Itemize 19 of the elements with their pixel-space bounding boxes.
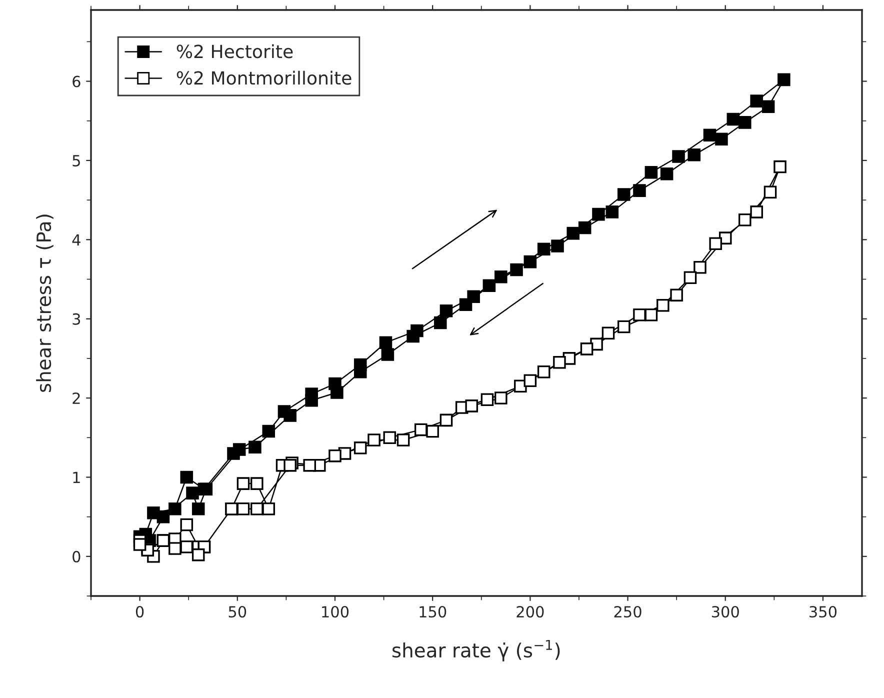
y-tick-label: 3 [72,313,80,325]
x-tick-label: 0 [136,606,144,618]
x-tick-label: 50 [228,606,246,618]
y-axis-title: shear stress τ (Pa) [36,214,54,392]
y-tick-label: 0 [72,550,80,562]
y-tick-label: 2 [72,392,80,404]
x-tick-label: 100 [322,606,349,618]
y-tick-label: 6 [72,76,80,88]
x-tick-label: 300 [712,606,739,618]
y-tick-label: 4 [72,234,80,246]
y-tick-label: 5 [72,155,80,166]
y-tick-label: 1 [73,472,80,484]
x-tick-label: 200 [516,606,544,618]
x-tick-label: 350 [810,606,837,618]
x-tick-label: 150 [420,606,446,618]
x-axis-title: shear rate γ̇ (s$^{−1}$) [392,640,560,662]
legend-label: %2 Montmorillonite [176,70,352,85]
legend-label: %2 Hectorite [176,44,293,58]
x-tick-label: 250 [614,606,642,618]
